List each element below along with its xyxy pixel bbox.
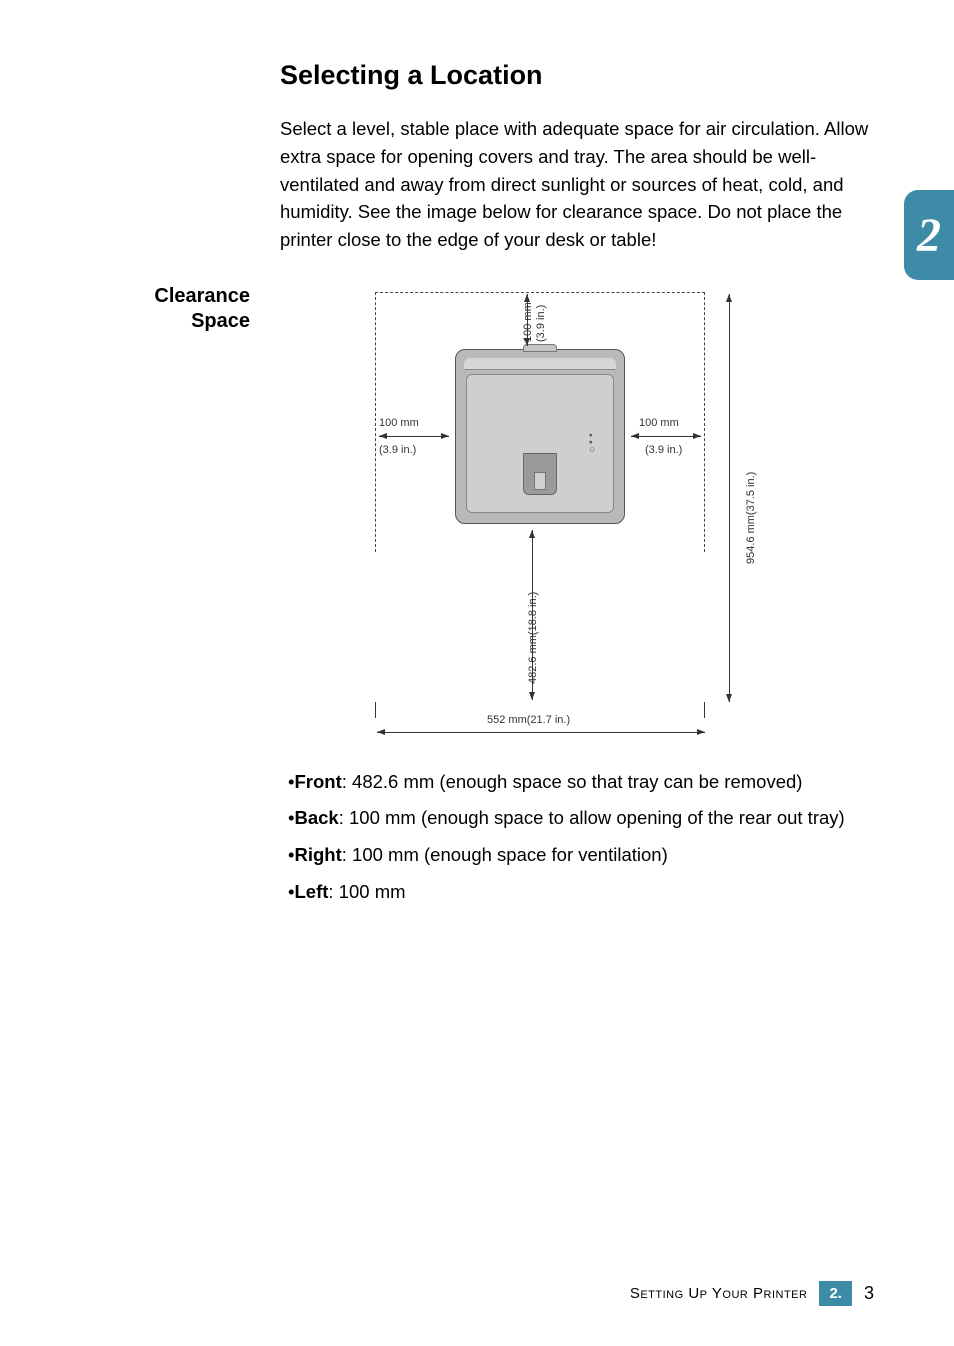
printer-dots: ••○	[589, 433, 595, 454]
bullet-front: •Front: 482.6 mm (enough space so that t…	[280, 768, 874, 797]
page-body: Selecting a Location Select a level, sta…	[0, 0, 954, 954]
label-total-width: 552 mm(21.7 in.)	[487, 714, 570, 726]
tick-right	[704, 702, 705, 718]
arrow-total-depth	[729, 294, 730, 702]
bullet-left: •Left: 100 mm	[280, 878, 874, 907]
section-label-line1: Clearance	[100, 284, 250, 309]
label-back-in: (3.9 in.)	[535, 304, 547, 341]
footer-page-number: 3	[864, 1283, 874, 1304]
page-footer: Setting Up Your Printer 2. 3	[630, 1281, 874, 1306]
intro-paragraph: Select a level, stable place with adequa…	[280, 115, 874, 254]
bullet-back: •Back: 100 mm (enough space to allow ope…	[280, 804, 874, 833]
printer-slot	[523, 453, 557, 495]
page-heading: Selecting a Location	[280, 60, 874, 91]
tick-left	[375, 702, 376, 718]
arrow-left	[379, 436, 449, 437]
bullet-list: •Front: 482.6 mm (enough space so that t…	[280, 768, 874, 907]
section-label: Clearance Space	[100, 284, 280, 334]
label-front: 482.6 mm(18.8 in.)	[527, 591, 539, 683]
bullet-right: •Right: 100 mm (enough space for ventila…	[280, 841, 874, 870]
arrow-right	[631, 436, 701, 437]
footer-chapter-badge: 2.	[819, 1281, 852, 1306]
printer-slot-inner	[534, 472, 546, 490]
label-left-in: (3.9 in.)	[379, 444, 416, 456]
section-label-line2: Space	[100, 309, 250, 334]
printer-icon: ••○	[455, 349, 625, 524]
label-total-depth: 954.6 mm(37.5 in.)	[745, 471, 757, 563]
label-right-in: (3.9 in.)	[645, 444, 682, 456]
label-left-mm: 100 mm	[379, 417, 419, 429]
label-back-mm: 100 mm	[522, 302, 534, 342]
clearance-diagram: ••○ 100 mm (3.9 in.) 100 mm (3.9 in.) 10…	[367, 284, 787, 744]
arrow-total-width	[377, 732, 705, 733]
label-right-mm: 100 mm	[639, 417, 679, 429]
printer-top	[464, 358, 616, 370]
footer-caption: Setting Up Your Printer	[630, 1285, 808, 1302]
